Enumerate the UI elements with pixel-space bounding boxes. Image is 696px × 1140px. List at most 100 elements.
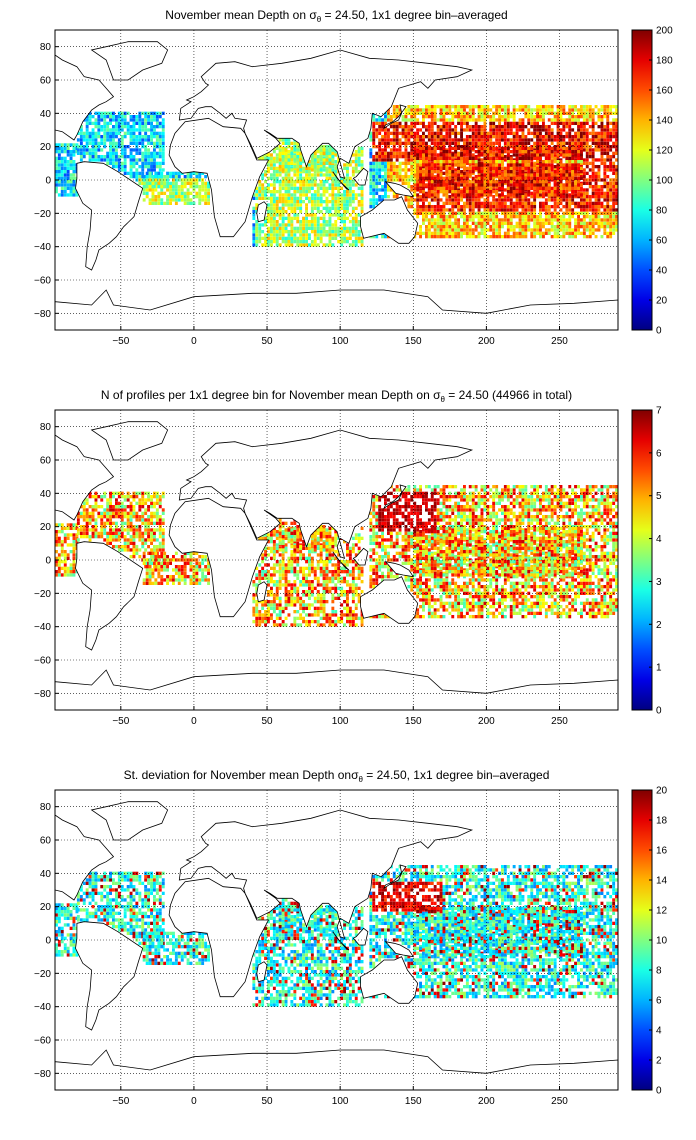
data-cell	[410, 168, 414, 172]
data-cell	[132, 131, 136, 135]
data-cell	[521, 145, 525, 149]
data-cell	[204, 175, 208, 179]
data-cell	[492, 146, 496, 150]
data-cell	[204, 195, 208, 199]
data-cell	[471, 228, 475, 232]
data-cell	[483, 190, 487, 194]
data-cell	[524, 180, 528, 184]
data-cell	[577, 131, 580, 135]
data-cell	[413, 121, 417, 125]
data-cell	[542, 145, 545, 149]
data-cell	[129, 175, 133, 179]
data-cell	[129, 115, 133, 119]
data-cell	[501, 166, 504, 170]
data-cell	[419, 225, 422, 229]
data-cell	[270, 200, 273, 204]
data-cell	[310, 240, 314, 244]
data-cell	[594, 201, 598, 205]
data-cell	[542, 150, 545, 154]
data-cell	[524, 218, 528, 222]
data-cell	[153, 151, 156, 155]
data-cell	[422, 111, 425, 115]
data-cell	[328, 160, 332, 164]
data-cell	[454, 150, 458, 154]
data-cell	[287, 193, 291, 197]
data-cell	[328, 161, 332, 165]
data-cell	[524, 145, 528, 149]
data-cell	[483, 115, 487, 119]
data-cell	[615, 121, 618, 125]
data-cell	[518, 141, 522, 145]
data-cell	[284, 226, 288, 230]
data-cell	[281, 196, 285, 200]
data-cell	[427, 190, 431, 194]
data-cell	[281, 186, 285, 190]
data-cell	[477, 185, 481, 189]
data-cell	[580, 135, 583, 139]
data-cell	[284, 193, 288, 197]
data-cell	[577, 125, 580, 129]
data-cell	[524, 231, 528, 235]
data-cell	[501, 175, 504, 179]
data-cell	[530, 218, 534, 222]
data-cell	[337, 190, 341, 194]
data-cell	[550, 193, 554, 197]
data-cell	[544, 145, 548, 149]
data-cell	[582, 118, 586, 122]
data-cell	[375, 121, 379, 125]
data-cell	[486, 235, 490, 239]
data-cell	[460, 118, 463, 122]
data-cell	[571, 128, 575, 132]
data-cell	[539, 205, 542, 209]
data-cell	[378, 175, 382, 179]
data-cell	[281, 180, 285, 184]
data-cell	[132, 165, 136, 169]
data-cell	[492, 208, 496, 212]
data-cell	[615, 141, 618, 145]
data-cell	[430, 155, 434, 159]
data-cell	[483, 215, 487, 219]
data-cell	[515, 201, 519, 205]
data-cell	[430, 121, 434, 125]
data-cell	[565, 221, 569, 225]
data-cell	[568, 105, 572, 109]
data-cell	[360, 240, 364, 244]
data-cell	[433, 175, 437, 179]
data-cell	[313, 168, 317, 172]
data-cell	[308, 180, 311, 184]
data-cell	[369, 151, 373, 155]
data-cell	[416, 198, 420, 202]
data-cell	[278, 216, 282, 220]
data-cell	[553, 115, 557, 119]
data-cell	[588, 118, 592, 122]
data-cell	[503, 166, 507, 170]
data-cell	[492, 165, 496, 169]
data-cell	[559, 186, 563, 190]
data-cell	[463, 218, 466, 222]
data-cell	[495, 228, 499, 232]
data-cell	[471, 208, 475, 212]
data-cell	[430, 218, 434, 222]
data-cell	[287, 186, 291, 190]
data-cell	[597, 228, 601, 232]
data-cell	[334, 183, 338, 187]
data-cell	[296, 203, 300, 207]
data-cell	[60, 156, 64, 160]
data-cell	[120, 165, 124, 169]
data-cell	[169, 171, 172, 175]
data-cell	[448, 221, 452, 225]
data-cell	[480, 193, 484, 197]
data-cell	[568, 131, 572, 135]
data-cell	[495, 155, 499, 159]
data-cell	[562, 183, 566, 187]
data-cell	[155, 135, 159, 139]
data-cell	[270, 156, 273, 160]
data-cell	[281, 141, 285, 145]
data-cell	[305, 183, 308, 187]
data-cell	[609, 231, 613, 235]
data-cell	[384, 151, 387, 155]
data-cell	[404, 135, 408, 139]
data-cell	[439, 145, 443, 149]
data-cell	[267, 156, 270, 160]
data-cell	[375, 168, 379, 172]
